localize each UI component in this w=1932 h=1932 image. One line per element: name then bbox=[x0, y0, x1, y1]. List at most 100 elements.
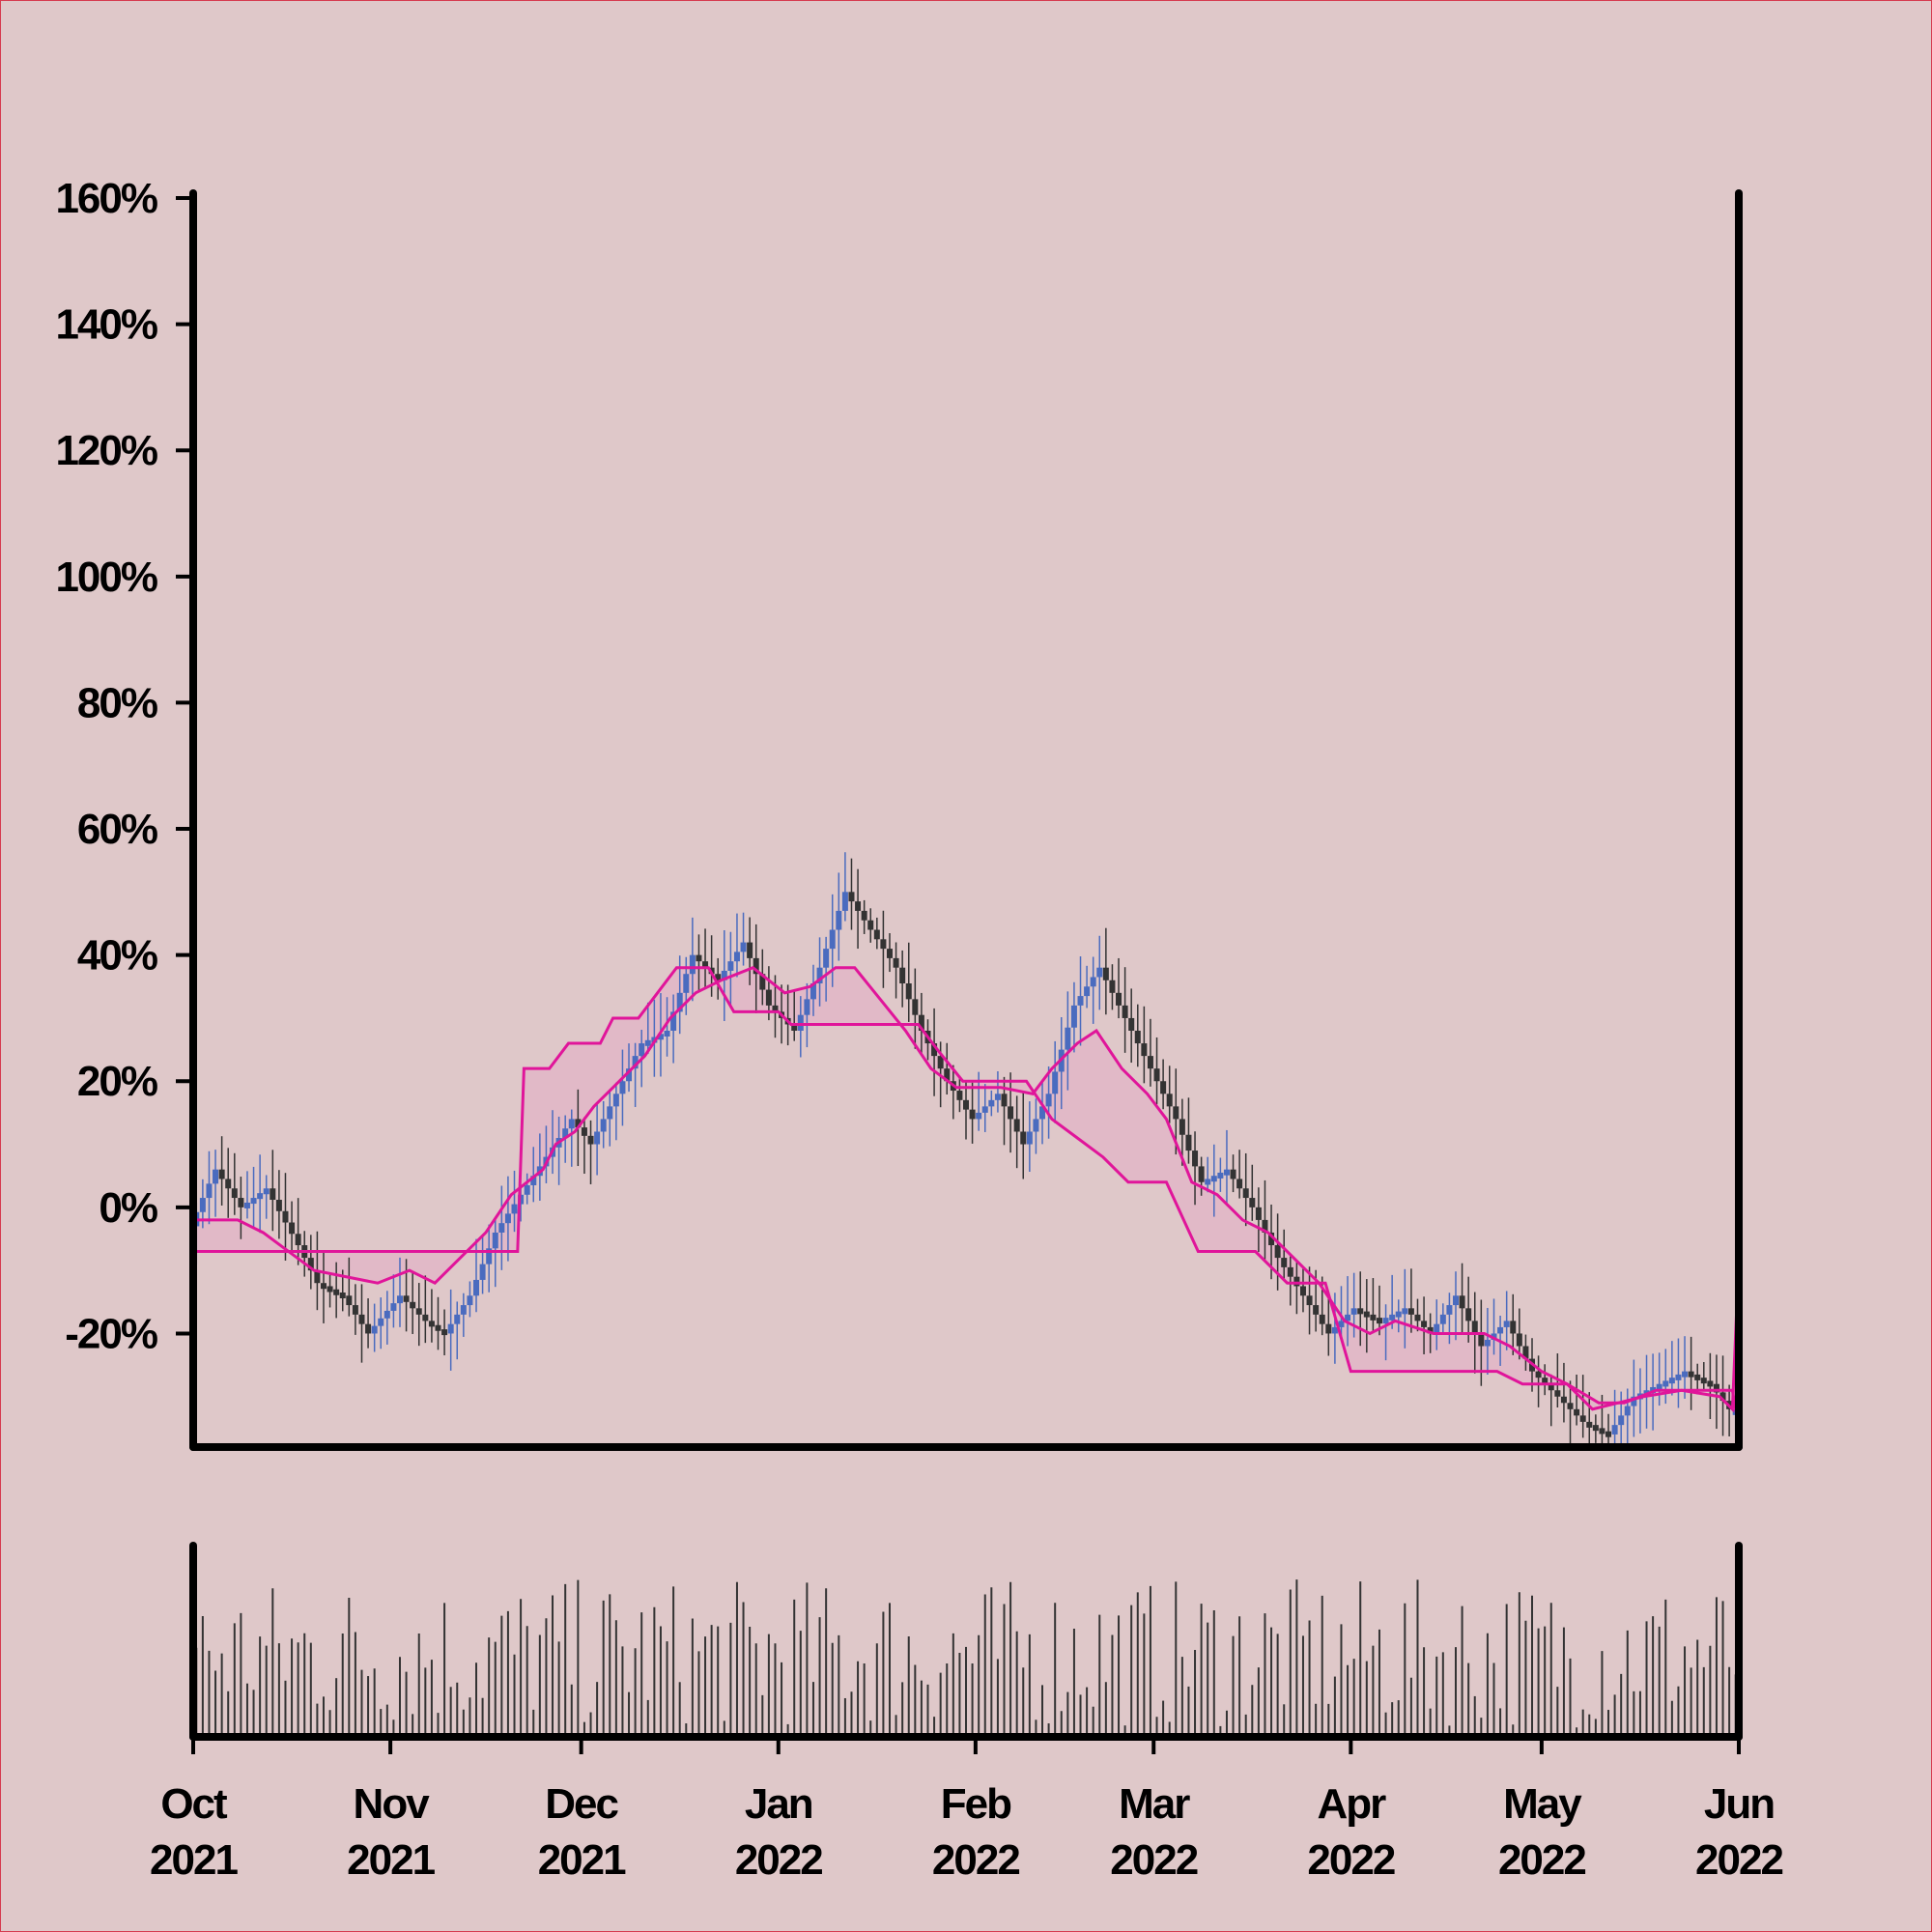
candle-body bbox=[1516, 1333, 1522, 1347]
x-tick-month: Feb bbox=[941, 1780, 1011, 1828]
candle-body bbox=[467, 1295, 473, 1306]
candle-body bbox=[759, 974, 766, 990]
channel-band bbox=[193, 967, 1739, 1429]
candle-body bbox=[1376, 1318, 1382, 1324]
candle-body bbox=[1096, 967, 1103, 978]
candle-body bbox=[524, 1184, 530, 1195]
candle-body bbox=[358, 1314, 365, 1324]
candle-body bbox=[1217, 1172, 1224, 1179]
candle-body bbox=[1497, 1326, 1504, 1334]
candle-body bbox=[1102, 967, 1109, 980]
candle-body bbox=[689, 954, 696, 975]
candle-body bbox=[1421, 1321, 1428, 1327]
candle-body bbox=[657, 1034, 664, 1040]
candle-body bbox=[1548, 1383, 1554, 1391]
candle-body bbox=[1198, 1166, 1205, 1182]
candle-body bbox=[1618, 1415, 1625, 1426]
x-tick-year: 2022 bbox=[1498, 1836, 1585, 1884]
candle-body bbox=[1274, 1245, 1281, 1259]
candle-body bbox=[1599, 1428, 1605, 1435]
y-tick-label: 100% bbox=[55, 554, 156, 601]
candle-body bbox=[886, 949, 893, 958]
candle-body bbox=[976, 1112, 982, 1120]
candle-body bbox=[918, 1014, 924, 1031]
candle-body bbox=[1090, 977, 1096, 987]
candle-body bbox=[944, 1068, 951, 1082]
candle-body bbox=[371, 1325, 378, 1334]
candle-body bbox=[1299, 1286, 1306, 1296]
candle-body bbox=[243, 1202, 250, 1208]
candle-body bbox=[250, 1198, 257, 1205]
candle-body bbox=[295, 1234, 301, 1246]
candle-body bbox=[893, 957, 899, 968]
candle-body bbox=[1255, 1207, 1262, 1220]
candle-body bbox=[1586, 1421, 1593, 1428]
candle-body bbox=[1662, 1380, 1669, 1387]
candle-body bbox=[836, 910, 842, 930]
candle-body bbox=[1465, 1308, 1472, 1321]
candle-body bbox=[314, 1270, 321, 1284]
candle-body bbox=[479, 1264, 486, 1280]
x-tick-year: 2022 bbox=[1110, 1836, 1197, 1884]
candle-body bbox=[384, 1310, 390, 1319]
candle-body bbox=[206, 1183, 213, 1199]
candle-body bbox=[1407, 1308, 1414, 1315]
candle-body bbox=[396, 1295, 403, 1304]
candle-body bbox=[765, 989, 772, 1006]
candle-body bbox=[1605, 1431, 1612, 1437]
y-tick-label: 80% bbox=[77, 679, 157, 726]
candle-body bbox=[829, 929, 836, 950]
candle-body bbox=[1459, 1295, 1465, 1309]
candle-body bbox=[816, 967, 823, 984]
x-tick-month: Oct bbox=[160, 1780, 228, 1828]
candle-body bbox=[1045, 1094, 1052, 1107]
candle-body bbox=[1478, 1333, 1485, 1347]
candle-body bbox=[263, 1188, 270, 1195]
candle-body bbox=[861, 910, 867, 921]
candle-body bbox=[320, 1283, 327, 1290]
candle-body bbox=[1268, 1232, 1275, 1246]
candle-body bbox=[365, 1323, 372, 1334]
tick-labels: 160% 140% 120% 100% 80% 60% 40% 20% 0% -20% Oct 202… bbox=[55, 175, 1784, 1884]
channel-lines bbox=[193, 965, 1741, 1429]
candle-body bbox=[994, 1094, 1001, 1100]
candle-body bbox=[632, 1056, 639, 1069]
candle-body bbox=[963, 1099, 969, 1110]
candle-body bbox=[1109, 980, 1116, 993]
candle-body bbox=[1439, 1314, 1446, 1324]
candle-body bbox=[1611, 1425, 1618, 1435]
candle-body bbox=[1192, 1151, 1199, 1167]
candle-body bbox=[581, 1127, 587, 1136]
candle-body bbox=[612, 1094, 619, 1107]
candle-body bbox=[664, 1031, 670, 1037]
candle-body bbox=[733, 952, 740, 962]
candle-body bbox=[199, 1198, 206, 1212]
candle-body bbox=[1574, 1408, 1580, 1416]
candle-body bbox=[1434, 1323, 1440, 1334]
candle-body bbox=[619, 1081, 626, 1094]
candle-body bbox=[568, 1119, 575, 1129]
candle-body bbox=[1223, 1169, 1230, 1176]
candle-body bbox=[1452, 1295, 1459, 1306]
x-tick-month: Dec bbox=[545, 1780, 618, 1828]
candle-body bbox=[702, 961, 709, 968]
candle-body bbox=[1026, 1131, 1033, 1145]
candle-body bbox=[1325, 1323, 1332, 1334]
candle-body bbox=[339, 1293, 346, 1299]
candle-body bbox=[275, 1200, 282, 1211]
candle-body bbox=[504, 1213, 511, 1224]
candle-body bbox=[804, 999, 810, 1015]
candle-body bbox=[1077, 996, 1084, 1006]
x-tick-month: Apr bbox=[1317, 1780, 1386, 1828]
candle-body bbox=[740, 942, 747, 952]
candle-body bbox=[1579, 1415, 1586, 1422]
candle-body bbox=[1382, 1318, 1389, 1324]
candle-body bbox=[1293, 1276, 1300, 1287]
candle-body bbox=[422, 1314, 429, 1321]
candle-body bbox=[1141, 1043, 1148, 1057]
candle-body bbox=[1446, 1305, 1453, 1315]
candle-body bbox=[1700, 1378, 1707, 1384]
candle-body bbox=[486, 1248, 493, 1264]
x-tick-month: Mar bbox=[1119, 1780, 1190, 1828]
axes bbox=[176, 189, 1743, 1754]
